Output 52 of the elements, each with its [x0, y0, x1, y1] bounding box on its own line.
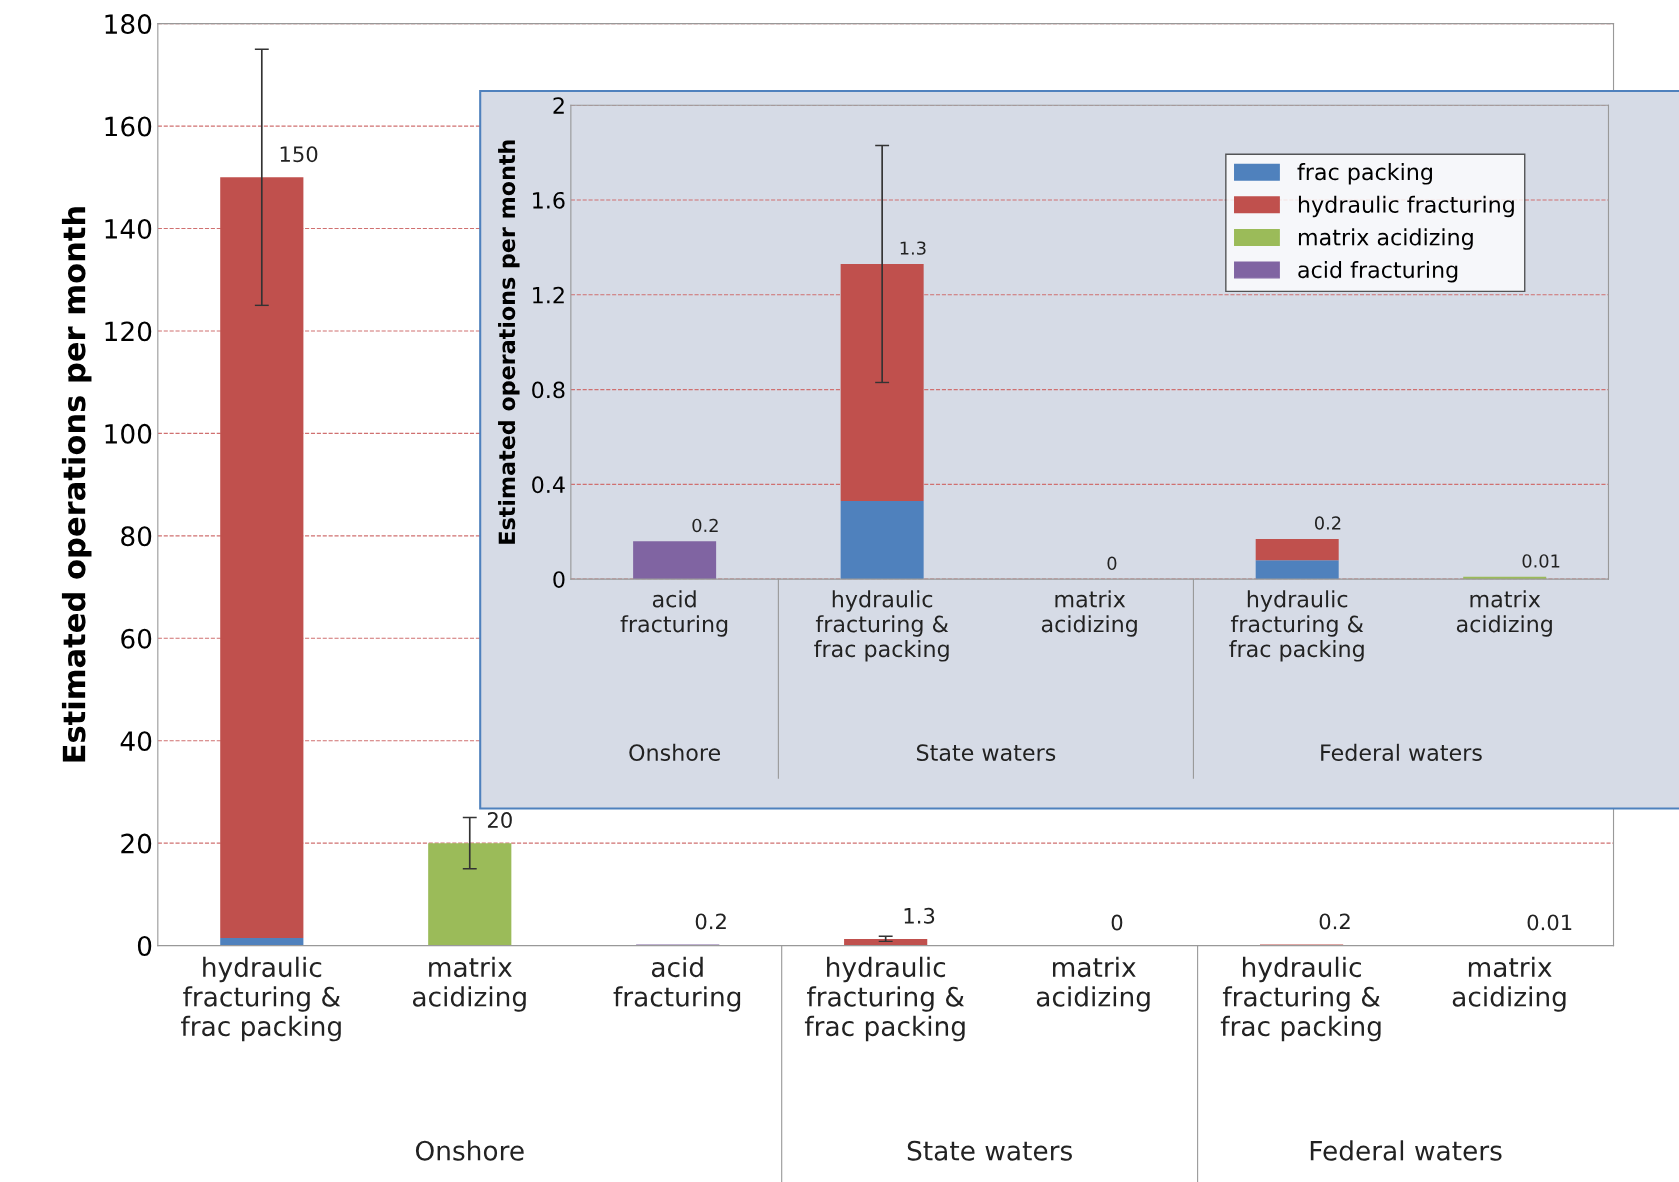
y-tick-label: 120: [105, 321, 152, 342]
x-tick-label: matrix acidizing: [1041, 590, 1137, 637]
y-tick-label: 20: [121, 833, 152, 854]
total-label: 0.01: [1522, 554, 1560, 568]
y-tick-label: 1.6: [533, 191, 565, 209]
y-tick-label: 0: [553, 571, 565, 588]
x-tick-label: acid fracturing: [620, 590, 728, 637]
y-tick-label: 1.2: [533, 286, 564, 304]
y-tick-label: 180: [105, 14, 152, 35]
annotation: Federal waters: [1321, 743, 1482, 761]
total-label: 0.01: [1527, 914, 1572, 931]
total-label: 1.3: [904, 907, 935, 924]
x-tick-label: hydraulic fracturing & frac packing: [1229, 590, 1364, 662]
text: Onshore: [415, 1140, 524, 1161]
legend-label: hydraulic fracturing: [1298, 195, 1514, 218]
x-tick-label: matrix acidizing: [1036, 956, 1150, 1012]
y-tick-label: 140: [105, 218, 152, 239]
annotation: State waters: [916, 744, 1056, 761]
x-tick-label: matrix acidizing: [1452, 956, 1566, 1012]
x-tick-label: hydraulic fracturing & frac packing: [181, 956, 341, 1042]
y-tick-label: 2: [553, 97, 564, 114]
x-tick-label: matrix acidizing: [412, 956, 526, 1012]
y-tick-label: 0: [137, 936, 152, 956]
total-label: 0: [1111, 914, 1123, 931]
y-axis-title: Estimated operations per month: [61, 207, 92, 762]
total-label: 0: [1107, 556, 1117, 571]
annotation: Onshore: [629, 743, 721, 761]
y-tick-label: 40: [120, 731, 152, 752]
text: Federal waters: [1310, 1140, 1502, 1161]
y-tick-label: 0.4: [532, 476, 565, 494]
x-tick-label: matrix acidizing: [1456, 590, 1552, 637]
y-tick-label: 0.8: [532, 381, 565, 399]
y-axis-title: Estimated operations per month: [498, 140, 520, 544]
legend-label: acid fracturing: [1298, 260, 1458, 283]
y-tick-label: 80: [121, 526, 152, 547]
legend-label: matrix acidizing: [1298, 228, 1473, 250]
x-tick-label: acid fracturing: [613, 956, 741, 1012]
total-label: 0.2: [695, 913, 726, 930]
total-label: 0.2: [1314, 516, 1341, 530]
total-label: 0.2: [1319, 913, 1350, 930]
x-tick-label: hydraulic fracturing & frac packing: [804, 956, 965, 1042]
legend-label: frac packing: [1297, 163, 1432, 185]
total-label: 1.3: [900, 241, 926, 255]
y-tick-label: 60: [121, 628, 152, 649]
y-tick-label: 100: [105, 423, 152, 444]
total-label: 150: [280, 146, 318, 163]
total-label: 0.2: [692, 518, 718, 533]
y-tick-label: 160: [105, 116, 152, 137]
x-tick-label: hydraulic fracturing & frac packing: [814, 590, 949, 662]
total-label: 20: [487, 812, 512, 829]
x-tick-label: hydraulic fracturing & frac packing: [1220, 956, 1381, 1042]
text: State waters: [907, 1140, 1072, 1161]
